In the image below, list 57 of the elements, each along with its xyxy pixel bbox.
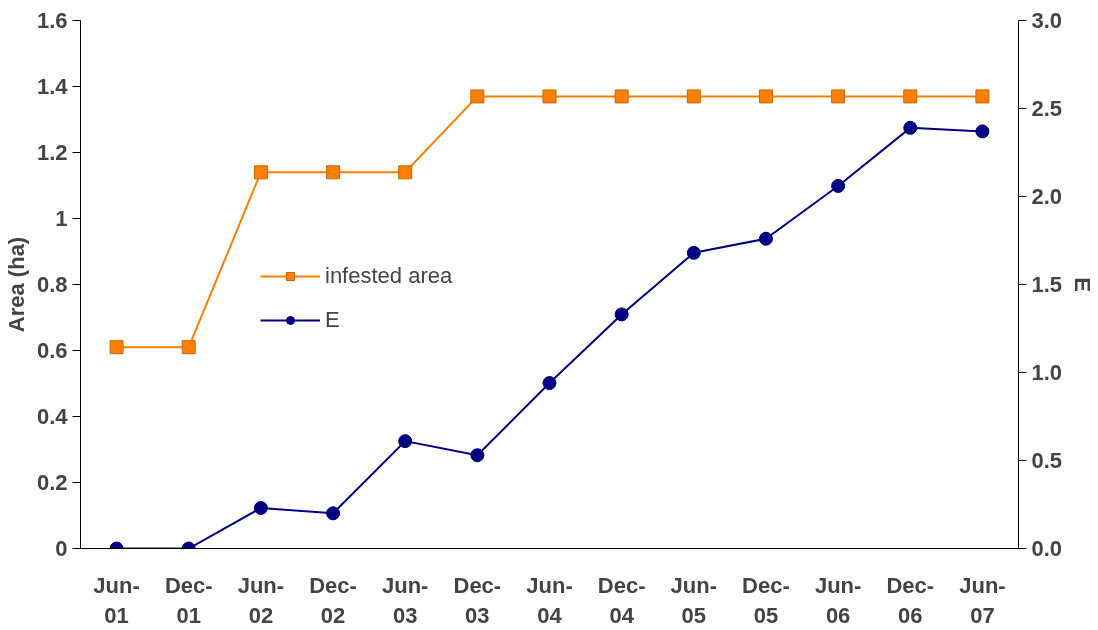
point xyxy=(470,89,485,104)
y2-tick-label: 0.5 xyxy=(1031,448,1063,473)
y-tick-label: 1.6 xyxy=(36,8,68,33)
point xyxy=(758,89,773,104)
x-tick-label: Jun-06 xyxy=(814,572,862,628)
x-tick-label: Jun-02 xyxy=(237,572,285,628)
y-tick-label: 0.4 xyxy=(36,404,69,429)
point xyxy=(542,376,557,391)
legend-label: E xyxy=(325,307,341,333)
point xyxy=(253,501,268,516)
x-tick-label: Jun-01 xyxy=(93,572,140,628)
x-tick-label: Dec-01 xyxy=(164,572,213,628)
point xyxy=(326,506,341,521)
point xyxy=(903,120,918,135)
x-tick-label: Jun-04 xyxy=(526,572,573,628)
y-tick-label: 0 xyxy=(55,536,68,561)
y2-axis-title: E xyxy=(1070,277,1096,292)
x-tick-label: Dec-05 xyxy=(742,572,790,628)
point xyxy=(614,307,629,322)
point xyxy=(470,448,485,463)
point xyxy=(542,89,557,104)
y-tick-label: 0.6 xyxy=(36,338,68,363)
point xyxy=(831,178,846,193)
point xyxy=(758,231,773,246)
x-tick-label: Jun-03 xyxy=(381,572,429,628)
y-tick-label: 1.2 xyxy=(36,140,68,165)
y2-tick-label: 3.0 xyxy=(1031,8,1063,33)
point xyxy=(686,89,701,104)
y2-tick-label: 1.0 xyxy=(1031,360,1063,385)
point xyxy=(398,165,413,180)
point xyxy=(253,165,268,180)
point xyxy=(398,434,413,449)
legend-label: infested area xyxy=(325,263,453,289)
point xyxy=(109,340,124,355)
y-tick-label: 1 xyxy=(55,206,68,231)
y2-tick-label: 2.5 xyxy=(1031,96,1063,121)
x-tick-label: Dec-04 xyxy=(597,572,646,628)
x-tick-label: Jun-05 xyxy=(670,572,718,628)
x-tick-label: Dec-02 xyxy=(309,572,357,628)
point xyxy=(686,245,701,260)
y-axis-title: Area (ha) xyxy=(3,236,29,333)
y-tick-label: 0.2 xyxy=(36,470,68,495)
x-tick-label: Jun-07 xyxy=(959,572,1006,628)
y2-tick-label: 0.0 xyxy=(1031,536,1063,561)
point xyxy=(831,89,846,104)
point xyxy=(181,340,196,355)
x-tick-label: Dec-03 xyxy=(453,572,502,628)
point xyxy=(326,165,341,180)
y-tick-label: 0.8 xyxy=(36,272,68,297)
x-tick-label: Dec-06 xyxy=(886,572,935,628)
point xyxy=(975,89,990,104)
y2-tick-label: 2.0 xyxy=(1031,184,1063,209)
point xyxy=(975,124,990,139)
point xyxy=(614,89,629,104)
y2-tick-label: 1.5 xyxy=(1031,272,1063,297)
y-tick-label: 1.4 xyxy=(36,74,69,99)
point xyxy=(903,89,918,104)
